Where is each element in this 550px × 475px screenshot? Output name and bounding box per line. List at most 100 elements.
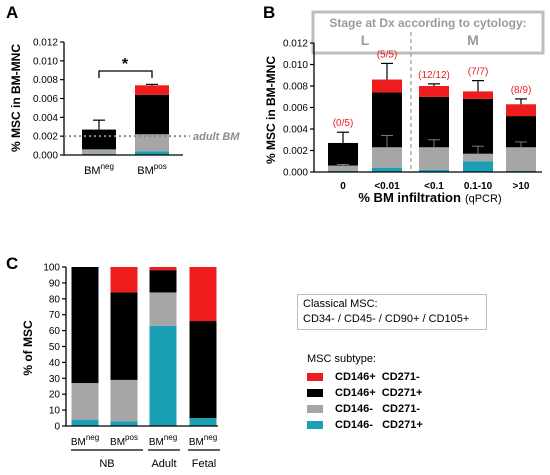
- panel-c-y-axis-tick-label: 30: [49, 374, 61, 385]
- legend-item-label: CD146- CD271-: [335, 403, 420, 415]
- legend-item-label: CD146+ CD271-: [335, 371, 420, 383]
- panel-b-x-tick-label: <0.1: [424, 181, 444, 192]
- panel-c-bar-segment: [149, 270, 177, 293]
- panel-b-y-axis-tick-label: 0.006: [283, 103, 308, 114]
- panel-a-bar-segment: [135, 151, 169, 155]
- panel-c-y-label: % of MSC: [21, 320, 35, 376]
- panel-b-x-tick-label: 0.1-10: [464, 181, 493, 192]
- panel-a-x-tick-label: BMpos: [137, 162, 166, 177]
- legend-item-cd146neg-cd271pos: CD146- CD271+: [307, 419, 423, 431]
- panel-c-bar-segment: [71, 267, 99, 384]
- panel-b-bar-segment: [372, 167, 402, 172]
- legend-swatch: [307, 389, 323, 397]
- panel-c-x-tick-label: BMneg: [149, 433, 177, 448]
- legend-swatch: [307, 405, 323, 413]
- panel-a-bar-segment: [135, 134, 169, 152]
- panel-c-y-axis-tick-label: 40: [49, 358, 61, 369]
- panel-b-header-text: Stage at Dx according to cytology:: [329, 16, 526, 30]
- panel-b-header-box: [311, 10, 545, 55]
- panel-a-y-axis-tick-label: 0.004: [33, 113, 58, 124]
- panel-b-count-label: (12/12): [418, 70, 450, 81]
- panel-b-bar-segment: [463, 91, 493, 99]
- panel-b-y-axis-tick-label: 0.010: [283, 60, 308, 71]
- panel-a-y-axis-tick-label: 0.006: [33, 94, 58, 105]
- panel-a-significance-bracket: [98, 70, 153, 78]
- panel-b-group-m: M: [467, 32, 479, 48]
- panel-c-bar-segment: [189, 321, 217, 419]
- panel-b-x-tick-label: 0: [340, 181, 346, 192]
- legend-item-label: CD146+ CD271+: [335, 387, 423, 399]
- panel-c-bar-segment: [149, 267, 177, 271]
- panel-c-x-tick-label: BMneg: [71, 433, 99, 448]
- panel-b-bar-segment: [372, 147, 402, 168]
- panel-c-y-axis-tick-label: 80: [49, 294, 61, 305]
- panel-b-bar-segment: [419, 86, 449, 97]
- panel-c-bar-segment: [71, 419, 99, 426]
- legend-item-cd146pos-cd271neg: CD146+ CD271-: [307, 371, 420, 383]
- panel-b-bar-segment: [506, 104, 536, 117]
- panel-b-bar-segment: [463, 161, 493, 172]
- panel-b-count-label: (5/5): [377, 49, 398, 60]
- panel-c-bar-segment: [110, 267, 138, 293]
- panel-b-bar-segment: [419, 147, 449, 170]
- panel-a-y-axis-tick-label: 0.010: [33, 56, 58, 67]
- panel-c-y-axis-tick-label: 100: [43, 263, 60, 274]
- panel-a-bar-segment: [82, 129, 116, 150]
- panel-c-y-axis-tick-label: 20: [49, 390, 61, 401]
- panel-b-x-label: % BM infiltration (qPCR): [358, 190, 501, 205]
- panel-c-bar-segment: [189, 418, 217, 426]
- panel-b-bar-segment: [419, 169, 449, 172]
- panel-b-count-label: (8/9): [511, 85, 532, 96]
- panel-b-y-axis-tick-label: 0.012: [283, 39, 308, 50]
- panel-b-bar-segment: [328, 165, 358, 171]
- panel-b-bar-segment: [506, 147, 536, 171]
- panel-b-bar-segment: [463, 98, 493, 154]
- panel-c-y-axis-tick-label: 0: [54, 422, 60, 433]
- panel-b-count-label: (7/7): [468, 67, 489, 78]
- panel-b-group-l: L: [361, 32, 370, 48]
- panel-c-bar-segment: [189, 267, 217, 322]
- panel-a-reference-label: adult BM: [193, 131, 240, 143]
- panel-b-y-axis-tick-label: 0.002: [283, 146, 308, 157]
- panel-a-bar-segment: [135, 94, 169, 135]
- panel-label-b: B: [263, 3, 276, 22]
- panel-c-y-axis-tick-label: 70: [49, 310, 61, 321]
- panel-c-group-label: Adult: [151, 458, 176, 470]
- panel-a-bar-segment: [82, 149, 116, 155]
- panel-label-a: A: [6, 3, 19, 22]
- panel-b-y-axis-tick-label: 0.004: [283, 125, 308, 136]
- panel-a-y-axis-tick-label: 0.012: [33, 38, 58, 49]
- panel-b-bar-segment: [419, 96, 449, 148]
- legend-item-label: CD146- CD271+: [335, 419, 423, 431]
- panel-b-bar-segment: [372, 79, 402, 93]
- panel-b-y-label: % MSC in BM-MNC: [264, 56, 278, 164]
- panel-b-count-label: (0/5): [333, 118, 354, 129]
- panel-b-x-tick-label: <0.01: [374, 181, 400, 192]
- panel-b-y-axis-tick-label: 0.000: [283, 168, 308, 179]
- classical-msc-box: Classical MSC: CD34- / CD45- / CD90+ / C…: [297, 294, 487, 330]
- panel-c-group-label: Fetal: [192, 458, 216, 470]
- panel-c-bar-segment: [110, 379, 138, 422]
- legend-item-cd146pos-cd271pos: CD146+ CD271+: [307, 387, 422, 399]
- panel-c-y-axis-tick-label: 90: [49, 278, 61, 289]
- classical-msc-markers: CD34- / CD45- / CD90+ / CD105+: [303, 313, 470, 325]
- panel-c-bar-segment: [149, 325, 177, 426]
- legend-item-cd146neg-cd271neg: CD146- CD271-: [307, 403, 420, 415]
- panel-c-bar-segment: [110, 292, 138, 380]
- panel-a-bar-segment: [135, 85, 169, 95]
- legend-swatch: [307, 421, 323, 429]
- panel-c-bar-segment: [149, 292, 177, 326]
- classical-msc-title: Classical MSC:: [303, 298, 378, 310]
- panel-c-x-tick-label: BMpos: [110, 433, 138, 448]
- panel-c-bar-segment: [110, 421, 138, 426]
- panel-c-x-tick-label: BMneg: [189, 433, 217, 448]
- legend-swatch: [307, 373, 323, 381]
- panel-b-bar-segment: [463, 153, 493, 162]
- legend-title: MSC subtype:: [307, 353, 377, 365]
- panel-a-y-axis-tick-label: 0.002: [33, 132, 58, 143]
- panel-c-y-axis-tick-label: 50: [49, 342, 61, 353]
- panel-a-significance-star: *: [122, 56, 129, 73]
- panel-c-y-axis-tick-label: 10: [49, 406, 61, 417]
- panel-a-y-axis-tick-label: 0.008: [33, 75, 58, 86]
